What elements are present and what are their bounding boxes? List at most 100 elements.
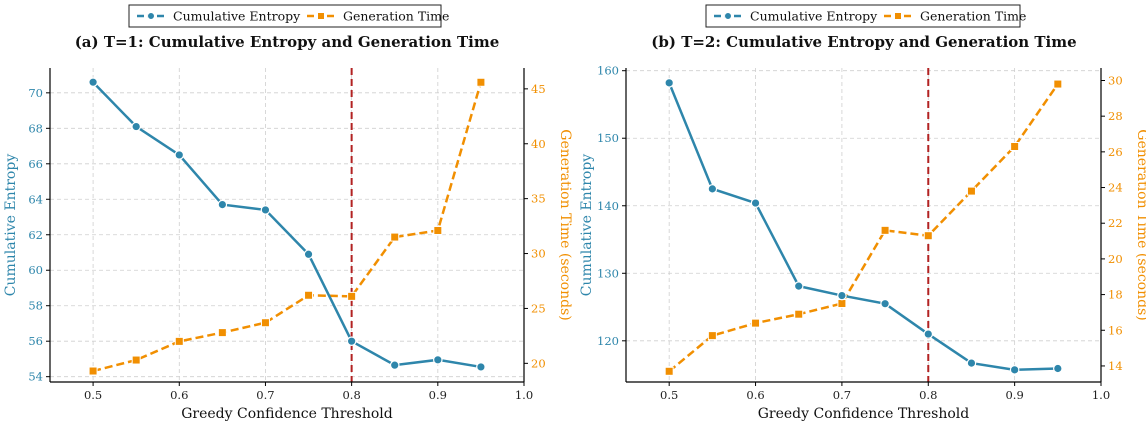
y-right-tick-label: 25 xyxy=(531,301,546,315)
point-generation-time xyxy=(794,309,804,319)
grid xyxy=(50,68,525,382)
point-cumulative-entropy xyxy=(750,198,761,208)
point-generation-time xyxy=(1053,79,1063,89)
x-tick-label: 0.9 xyxy=(429,388,447,402)
y-left-tick-label: 56 xyxy=(28,334,43,348)
legend-entropy-label: Cumulative Entropy xyxy=(750,9,878,24)
legend-time-marker xyxy=(317,12,325,20)
series-line-generation-time xyxy=(92,81,483,373)
legend-frame xyxy=(128,4,442,28)
y-right-tick-label: 26 xyxy=(1108,145,1123,159)
y-axis-right-label: Generation Time (seconds) xyxy=(1134,129,1146,320)
point-cumulative-entropy xyxy=(260,205,271,215)
point-generation-time xyxy=(707,331,717,341)
point-cumulative-entropy xyxy=(880,298,890,309)
legend-time-label: Generation Time xyxy=(920,9,1026,24)
chart-panel-b: Cumulative Entropy Generation Time (b) T=2… xyxy=(579,4,1146,422)
point-generation-time xyxy=(837,299,847,308)
point-generation-time xyxy=(304,290,314,300)
point-cumulative-entropy xyxy=(707,184,718,194)
x-tick-label: 0.7 xyxy=(256,388,274,402)
x-axis-label: Greedy Confidence Threshold xyxy=(758,406,970,422)
x-tick-label: 0.8 xyxy=(342,388,360,402)
point-generation-time xyxy=(347,291,357,301)
point-generation-time xyxy=(88,366,98,376)
y-right-tick-label: 40 xyxy=(531,137,546,151)
legend-time-label: Generation Time xyxy=(343,9,449,24)
point-cumulative-entropy xyxy=(476,362,486,372)
y-left-tick-label: 58 xyxy=(28,299,43,313)
x-tick-label: 0.8 xyxy=(919,388,937,402)
x-tick-label: 0.5 xyxy=(84,388,102,402)
y-right-tick-label: 24 xyxy=(1108,181,1123,195)
point-cumulative-entropy xyxy=(389,360,400,370)
point-generation-time xyxy=(923,231,933,241)
y-right-tick-label: 30 xyxy=(1108,73,1123,87)
y-right-tick-label: 18 xyxy=(1108,288,1123,302)
point-generation-time xyxy=(1010,142,1020,151)
y-left-tick-label: 62 xyxy=(28,228,43,242)
point-cumulative-entropy xyxy=(433,355,443,365)
point-cumulative-entropy xyxy=(346,336,357,346)
point-generation-time xyxy=(174,336,184,346)
point-generation-time xyxy=(751,318,761,328)
y-left-tick-label: 64 xyxy=(28,192,43,206)
point-cumulative-entropy xyxy=(837,290,847,301)
y-left-tick-label: 60 xyxy=(28,263,43,277)
point-generation-time xyxy=(131,355,141,365)
legend-frame xyxy=(705,4,1021,28)
y-left-tick-label: 66 xyxy=(28,157,43,171)
point-cumulative-entropy xyxy=(793,281,804,291)
chart-title: (a) T=1: Cumulative Entropy and Generati… xyxy=(75,33,500,51)
series-line-cumulative-entropy xyxy=(668,82,1058,372)
legend-time-marker xyxy=(894,12,902,20)
x-tick-label: 0.7 xyxy=(833,388,851,402)
x-tick-label: 0.9 xyxy=(1005,388,1023,402)
y-left-tick-label: 130 xyxy=(597,266,619,280)
x-axis-label: Greedy Confidence Threshold xyxy=(181,406,393,422)
y-right-tick-label: 35 xyxy=(531,192,546,206)
point-cumulative-entropy xyxy=(1053,363,1063,374)
y-right-tick-label: 22 xyxy=(1108,216,1123,230)
point-cumulative-entropy xyxy=(1009,365,1020,375)
y-right-tick-label: 14 xyxy=(1108,359,1123,373)
point-cumulative-entropy xyxy=(923,329,934,339)
point-generation-time xyxy=(664,366,674,376)
y-axis-left-label: Cumulative Entropy xyxy=(579,154,595,297)
x-tick-label: 0.5 xyxy=(660,388,678,402)
series-line-generation-time xyxy=(668,83,1059,373)
point-generation-time xyxy=(966,186,976,196)
y-right-tick-label: 45 xyxy=(531,82,546,96)
x-tick-label: 1.0 xyxy=(1092,388,1110,402)
chart-title: (b) T=2: Cumulative Entropy and Generati… xyxy=(651,33,1076,51)
point-generation-time xyxy=(217,328,227,338)
legend-entropy-marker xyxy=(724,12,732,20)
y-left-tick-label: 150 xyxy=(597,131,619,145)
point-cumulative-entropy xyxy=(303,249,314,260)
y-left-tick-label: 70 xyxy=(28,86,43,100)
y-right-tick-label: 16 xyxy=(1108,323,1123,337)
y-axis-right-label: Generation Time (seconds) xyxy=(557,129,573,320)
y-left-tick-label: 140 xyxy=(597,199,619,213)
point-cumulative-entropy xyxy=(131,121,141,132)
y-right-tick-label: 20 xyxy=(1108,252,1123,266)
point-generation-time xyxy=(390,232,400,242)
series-line-cumulative-entropy xyxy=(92,81,482,369)
chart-panel-a: Cumulative Entropy Generation Time (a) T=1… xyxy=(3,4,573,422)
y-axis-left-label: Cumulative Entropy xyxy=(3,154,19,297)
point-cumulative-entropy xyxy=(217,199,228,210)
point-cumulative-entropy xyxy=(966,358,977,368)
point-cumulative-entropy xyxy=(664,78,674,88)
y-left-tick-label: 54 xyxy=(28,370,43,384)
y-left-tick-label: 68 xyxy=(28,121,43,135)
point-generation-time xyxy=(433,225,443,235)
x-tick-label: 0.6 xyxy=(746,388,764,402)
point-generation-time xyxy=(476,77,486,87)
point-generation-time xyxy=(260,318,270,328)
legend-entropy-marker xyxy=(147,12,155,20)
y-right-tick-label: 30 xyxy=(531,247,546,261)
y-right-tick-label: 28 xyxy=(1108,109,1123,123)
point-generation-time xyxy=(880,225,890,235)
y-left-tick-label: 120 xyxy=(597,334,619,348)
